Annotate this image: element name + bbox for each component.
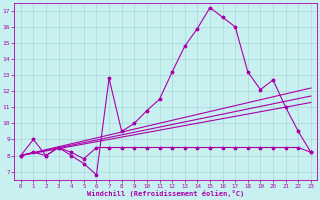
X-axis label: Windchill (Refroidissement éolien,°C): Windchill (Refroidissement éolien,°C) xyxy=(87,190,244,197)
